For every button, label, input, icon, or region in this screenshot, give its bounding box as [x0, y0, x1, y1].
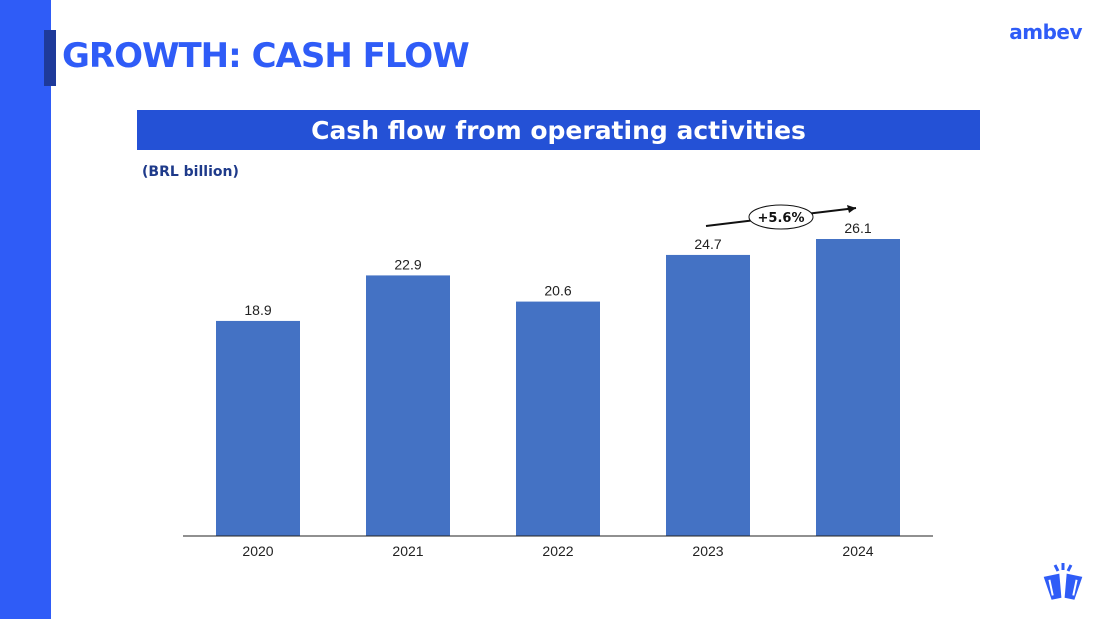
data-label-2023: 24.7 [694, 236, 721, 252]
bar-2022 [516, 301, 600, 536]
data-label-2020: 18.9 [244, 302, 271, 318]
growth-badge [748, 204, 814, 230]
bar-2020 [216, 320, 300, 536]
data-label-2024: 26.1 [844, 220, 871, 236]
data-label-2022: 20.6 [544, 283, 571, 299]
bar-2024 [816, 239, 900, 536]
bar-2021 [366, 275, 450, 536]
growth-arrow-head [847, 205, 856, 213]
ambev-logo: ambev [1009, 20, 1082, 44]
page-title: GROWTH: CASH FLOW [62, 36, 470, 76]
title-accent-mark [44, 30, 56, 86]
x-tick-2021: 2021 [392, 543, 423, 559]
bar-2023 [666, 254, 750, 536]
data-label-2021: 22.9 [394, 256, 421, 272]
growth-rate-label: +5.6% [758, 211, 805, 226]
x-tick-2023: 2023 [692, 543, 723, 559]
cheers-cups-icon [1042, 561, 1084, 603]
chart-unit-label: (BRL billion) [142, 164, 239, 180]
chart-title: Cash flow from operating activities [137, 110, 980, 150]
x-tick-2022: 2022 [542, 543, 573, 559]
left-accent-bar [0, 0, 51, 619]
x-tick-2020: 2020 [242, 543, 273, 559]
x-tick-2024: 2024 [842, 543, 873, 559]
